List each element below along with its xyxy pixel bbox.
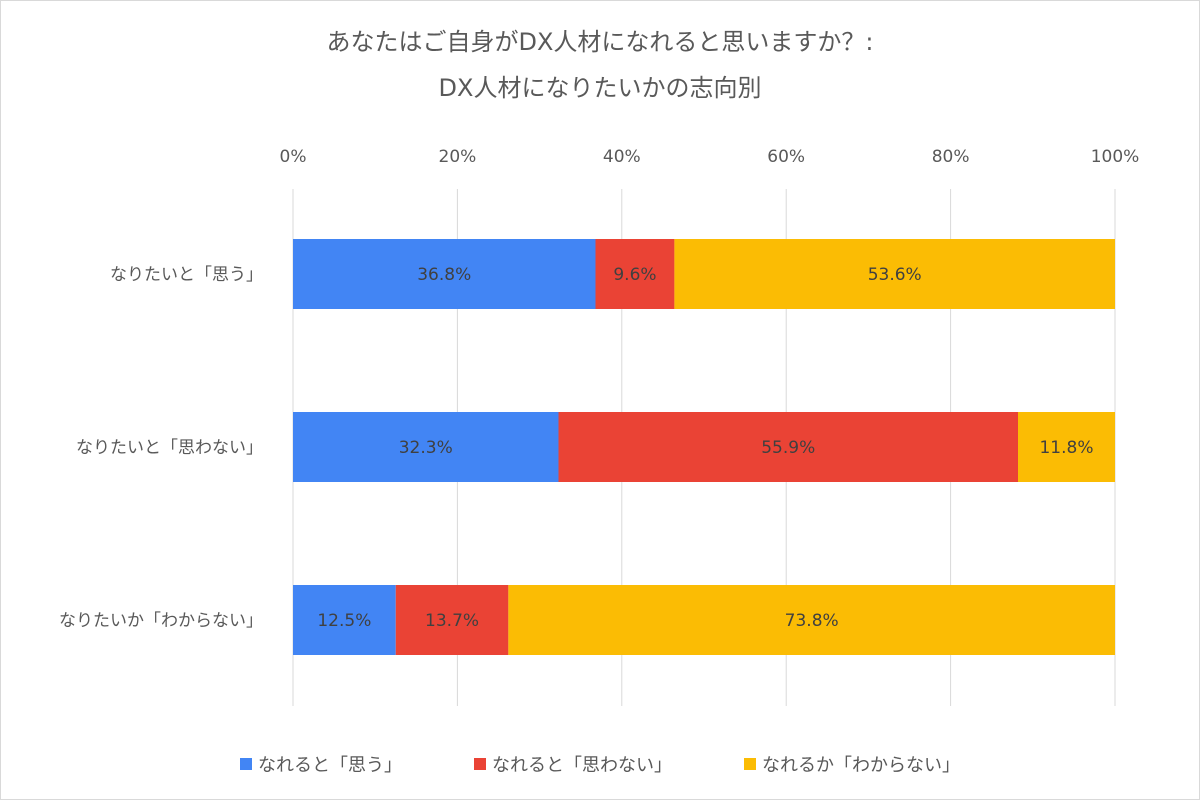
legend-item-series-2: なれるか「わからない」 bbox=[744, 751, 960, 777]
y-category-label-1: なりたいと「思わない」 bbox=[76, 438, 263, 458]
legend-swatch-series-2 bbox=[744, 758, 756, 770]
legend-swatch-series-0 bbox=[240, 758, 252, 770]
x-tick-label-2: 40% bbox=[603, 147, 641, 167]
legend-item-series-1: なれると「思わない」 bbox=[474, 751, 672, 777]
data-label-2-1: 11.8% bbox=[1039, 438, 1093, 458]
data-label-2-2: 73.8% bbox=[785, 611, 839, 631]
x-tick-label-1: 20% bbox=[439, 147, 477, 167]
legend-label-series-1: なれると「思わない」 bbox=[492, 755, 672, 776]
chart-title-line-1: あなたはご自身がDX人材になれると思いますか？: bbox=[326, 28, 874, 56]
data-label-0-2: 12.5% bbox=[317, 611, 371, 631]
legend-label-series-2: なれるか「わからない」 bbox=[762, 755, 960, 776]
legend-label-series-0: なれると「思う」 bbox=[258, 755, 402, 776]
y-category-label-2: なりたいか「わからない」 bbox=[59, 611, 263, 631]
bar-0-0 bbox=[293, 239, 596, 309]
x-tick-label-3: 60% bbox=[767, 147, 805, 167]
legend-swatch-series-1 bbox=[474, 758, 486, 770]
y-category-label-0: なりたいと「思う」 bbox=[110, 265, 263, 285]
bar-1-2 bbox=[395, 585, 509, 655]
x-tick-label-4: 80% bbox=[932, 147, 970, 167]
data-label-0-0: 36.8% bbox=[417, 265, 471, 285]
data-label-1-1: 55.9% bbox=[761, 438, 815, 458]
x-tick-label-5: 100% bbox=[1091, 147, 1140, 167]
bar-0-1 bbox=[293, 412, 559, 482]
bar-1-1 bbox=[558, 412, 1019, 482]
bar-2-0 bbox=[674, 239, 1115, 309]
bar-1-0 bbox=[595, 239, 675, 309]
data-label-2-0: 53.6% bbox=[868, 265, 922, 285]
data-label-0-1: 32.3% bbox=[399, 438, 453, 458]
chart-title: あなたはご自身がDX人材になれると思いますか？: DX人材になりたいかの志向別 bbox=[1, 19, 1199, 111]
chart-title-line-2: DX人材になりたいかの志向別 bbox=[438, 74, 762, 102]
legend: なれると「思う」 なれると「思わない」 なれるか「わからない」 bbox=[1, 751, 1199, 777]
legend-item-series-0: なれると「思う」 bbox=[240, 751, 402, 777]
bar-0-2 bbox=[293, 585, 396, 655]
bar-2-1 bbox=[1018, 412, 1115, 482]
data-label-1-2: 13.7% bbox=[425, 611, 479, 631]
x-tick-label-0: 0% bbox=[280, 147, 307, 167]
data-label-1-0: 9.6% bbox=[613, 265, 656, 285]
bar-2-2 bbox=[508, 585, 1115, 655]
